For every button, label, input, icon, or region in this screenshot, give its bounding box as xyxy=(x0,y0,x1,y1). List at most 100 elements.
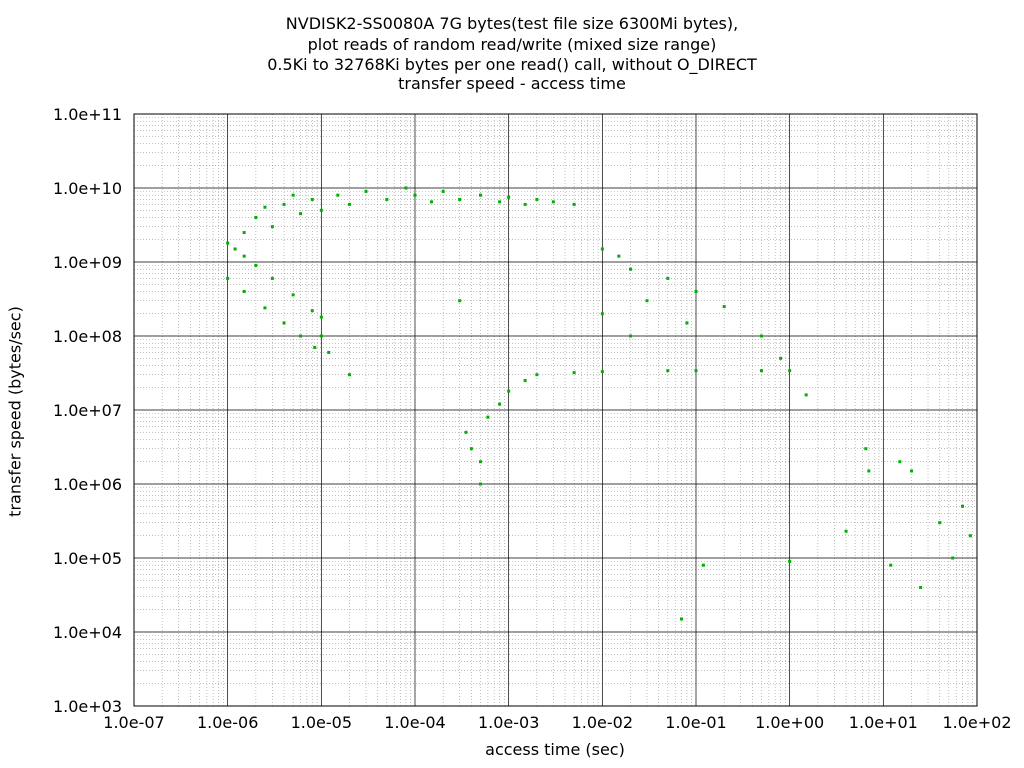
data-point xyxy=(864,447,868,451)
data-point xyxy=(310,197,314,201)
data-point xyxy=(291,293,295,297)
chart-title-line-2: plot reads of random read/write (mixed s… xyxy=(307,35,717,54)
data-point xyxy=(919,585,923,589)
data-point xyxy=(694,369,698,373)
data-point xyxy=(263,205,267,209)
data-point xyxy=(319,334,323,338)
data-point xyxy=(348,373,352,377)
data-point xyxy=(788,369,792,373)
data-point xyxy=(910,469,914,473)
x-tick-label: 1.0e-06 xyxy=(197,713,258,732)
data-point xyxy=(572,371,576,375)
data-point xyxy=(968,534,972,538)
data-point xyxy=(458,299,462,303)
data-point xyxy=(666,276,670,280)
data-point xyxy=(804,393,808,397)
data-point xyxy=(788,559,792,563)
data-point xyxy=(364,189,368,193)
data-point xyxy=(535,373,539,377)
data-point xyxy=(464,430,468,434)
data-point xyxy=(291,193,295,197)
data-point xyxy=(938,521,942,525)
x-tick-label: 1.0e-01 xyxy=(665,713,726,732)
data-point xyxy=(679,617,683,621)
data-point xyxy=(348,202,352,206)
data-point xyxy=(701,563,705,567)
y-tick-label: 1.0e+06 xyxy=(53,475,122,494)
data-point xyxy=(600,247,604,251)
data-point xyxy=(600,312,604,316)
data-point xyxy=(469,447,473,451)
data-point xyxy=(759,334,763,338)
data-point xyxy=(319,315,323,319)
data-point xyxy=(404,186,408,190)
x-tick-label: 1.0e+00 xyxy=(755,713,824,732)
data-point xyxy=(867,469,871,473)
data-point xyxy=(478,193,482,197)
data-point xyxy=(951,556,955,560)
data-point xyxy=(413,193,417,197)
data-point xyxy=(310,309,314,313)
data-point xyxy=(523,379,527,383)
data-point xyxy=(242,254,246,258)
data-point xyxy=(535,197,539,201)
y-tick-label: 1.0e+05 xyxy=(53,549,122,568)
x-tick-label: 1.0e-02 xyxy=(572,713,633,732)
data-point xyxy=(844,529,848,533)
x-tick-label: 1.0e-05 xyxy=(291,713,352,732)
x-tick-label: 1.0e-07 xyxy=(103,713,164,732)
data-point xyxy=(551,200,555,204)
chart-title-line-4: transfer speed - access time xyxy=(398,74,626,93)
data-point xyxy=(327,350,331,354)
data-point xyxy=(385,197,389,201)
axes-layer: 1.0e-07 1.0e-06 1.0e-05 1.0e-04 1.0e-03 1.0e-… xyxy=(53,105,1012,732)
y-tick-label: 1.0e+10 xyxy=(53,179,122,198)
data-point xyxy=(960,504,964,508)
data-point xyxy=(282,321,286,325)
data-point xyxy=(572,202,576,206)
data-point xyxy=(270,276,274,280)
data-point xyxy=(254,263,258,267)
data-point xyxy=(299,334,303,338)
data-point xyxy=(600,370,604,374)
data-point xyxy=(629,267,633,271)
data-point xyxy=(282,202,286,206)
data-point xyxy=(498,402,502,406)
data-point xyxy=(666,369,670,373)
data-point xyxy=(486,415,490,419)
data-point xyxy=(429,200,433,204)
data-point xyxy=(759,369,763,373)
data-point xyxy=(685,321,689,325)
y-tick-label: 1.0e+08 xyxy=(53,327,122,346)
data-point xyxy=(478,460,482,464)
y-tick-label: 1.0e+04 xyxy=(53,623,122,642)
data-point xyxy=(694,289,698,293)
data-point xyxy=(645,299,649,303)
chart-title-line-3: 0.5Ki to 32768Ki bytes per one read() ca… xyxy=(267,55,757,74)
data-point xyxy=(478,482,482,486)
y-tick-label: 1.0e+03 xyxy=(53,697,122,716)
x-tick-label: 1.0e-04 xyxy=(384,713,445,732)
grid-layer xyxy=(133,113,978,707)
data-point xyxy=(523,202,527,206)
data-point xyxy=(299,212,303,216)
data-point xyxy=(313,345,317,349)
data-point xyxy=(458,197,462,201)
data-point xyxy=(233,247,237,251)
points-layer xyxy=(226,186,972,621)
data-point xyxy=(254,215,258,219)
data-point xyxy=(226,276,230,280)
x-axis-title: access time (sec) xyxy=(485,740,625,759)
x-tick-label: 1.0e+01 xyxy=(849,713,918,732)
y-tick-label: 1.0e+11 xyxy=(53,105,122,124)
data-point xyxy=(507,195,511,199)
x-tick-label: 1.0e-03 xyxy=(478,713,539,732)
data-point xyxy=(617,254,621,258)
data-point xyxy=(270,225,274,229)
data-point xyxy=(498,200,502,204)
data-point xyxy=(898,460,902,464)
y-axis-title: transfer speed (bytes/sec) xyxy=(5,306,25,517)
data-point xyxy=(242,231,246,235)
data-point xyxy=(779,356,783,360)
